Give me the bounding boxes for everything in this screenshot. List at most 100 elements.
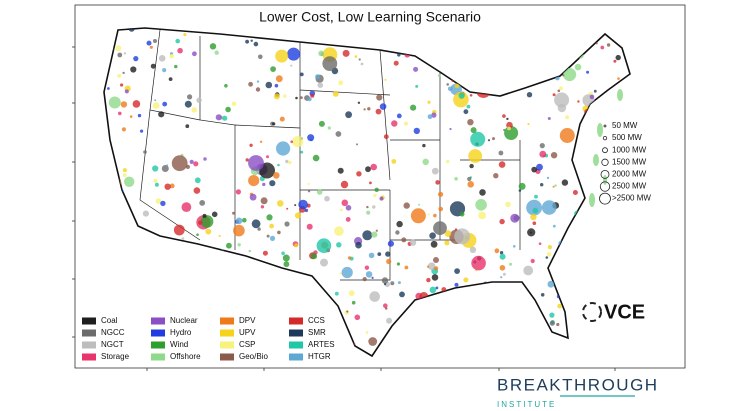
plant-marker xyxy=(505,201,511,208)
plant-marker xyxy=(276,141,291,156)
plant-marker xyxy=(478,211,486,220)
plant-marker xyxy=(434,266,439,271)
plant-marker xyxy=(376,94,383,101)
plant-marker xyxy=(149,45,153,49)
plant-marker xyxy=(174,64,178,69)
plant-marker xyxy=(502,272,506,276)
plant-marker xyxy=(563,67,577,82)
plant-marker xyxy=(357,101,361,105)
size-legend-label: 2500 MW xyxy=(612,182,647,191)
plant-marker xyxy=(429,232,436,239)
plant-marker xyxy=(577,100,580,103)
plant-marker xyxy=(427,262,436,271)
plant-marker xyxy=(162,101,168,107)
plant-marker xyxy=(426,277,431,283)
plant-marker xyxy=(446,159,450,164)
plant-marker xyxy=(506,121,513,129)
plant-marker xyxy=(160,200,166,207)
legend-swatch xyxy=(220,317,234,325)
plant-marker xyxy=(403,202,410,209)
plant-marker xyxy=(526,199,542,216)
legend: Coal NGCC NGCT Storage Nuclear Hydro Wind Offsh… xyxy=(82,316,335,361)
plant-marker xyxy=(430,240,438,248)
plant-marker xyxy=(345,111,352,119)
plant-marker xyxy=(435,180,440,185)
plant-marker xyxy=(446,83,450,86)
plant-marker xyxy=(539,143,545,149)
plant-marker xyxy=(152,165,159,172)
plant-marker xyxy=(275,75,283,83)
legend-label: Nuclear xyxy=(170,316,198,325)
plant-marker xyxy=(249,193,257,201)
plant-marker xyxy=(410,208,426,224)
plant-marker xyxy=(251,219,261,229)
plant-marker xyxy=(433,213,437,218)
plant-marker xyxy=(454,282,459,287)
plant-marker xyxy=(454,228,471,245)
plant-marker xyxy=(547,245,553,250)
plant-marker xyxy=(540,183,544,187)
plant-marker xyxy=(381,277,389,284)
plant-marker xyxy=(129,115,133,118)
plant-marker xyxy=(433,221,447,236)
plant-marker xyxy=(269,180,276,187)
legend-swatch xyxy=(82,353,96,361)
plant-marker xyxy=(369,181,372,185)
plant-marker xyxy=(433,257,439,263)
plant-marker xyxy=(194,177,201,184)
plant-marker xyxy=(248,81,254,87)
plant-marker xyxy=(530,258,535,264)
legend-swatch xyxy=(82,317,96,325)
plant-marker xyxy=(354,55,358,58)
plant-marker xyxy=(397,53,401,57)
plant-marker xyxy=(260,205,265,209)
plant-marker xyxy=(509,262,513,266)
plant-marker xyxy=(310,93,315,98)
plant-marker xyxy=(469,94,473,97)
plant-marker xyxy=(410,104,417,111)
plant-marker xyxy=(539,150,547,158)
plant-marker xyxy=(365,166,371,173)
plant-marker xyxy=(285,159,289,164)
plant-marker xyxy=(559,128,575,143)
plant-marker xyxy=(282,254,290,262)
legend-label: Geo/Bio xyxy=(239,352,268,361)
plant-marker xyxy=(203,157,207,161)
plant-marker xyxy=(438,206,444,212)
plant-marker xyxy=(504,126,519,140)
plant-marker xyxy=(318,120,325,127)
plant-marker xyxy=(177,47,183,54)
plant-marker xyxy=(384,78,387,81)
size-legend-label: >2500 MW xyxy=(612,194,651,203)
plant-marker xyxy=(390,281,395,286)
plant-marker xyxy=(396,262,400,266)
plant-marker xyxy=(431,112,437,118)
plant-marker xyxy=(393,60,399,66)
plant-marker xyxy=(235,189,241,195)
plant-marker xyxy=(341,199,349,207)
plant-marker xyxy=(586,70,590,74)
plant-marker xyxy=(479,189,486,196)
plant-marker xyxy=(294,212,302,219)
plant-marker xyxy=(175,38,180,44)
plant-marker xyxy=(431,274,439,281)
plant-marker xyxy=(108,96,121,109)
plant-marker xyxy=(184,100,192,108)
plant-marker xyxy=(137,113,142,118)
plant-marker xyxy=(120,83,124,87)
us-outline xyxy=(103,27,631,358)
plant-marker xyxy=(200,215,214,228)
plant-marker xyxy=(538,242,542,245)
plant-marker xyxy=(304,208,309,213)
legend-swatch xyxy=(220,353,234,361)
plant-marker xyxy=(547,117,551,120)
plant-marker xyxy=(115,45,122,52)
plant-marker xyxy=(342,49,350,57)
plant-marker xyxy=(556,322,560,327)
plant-marker xyxy=(185,124,190,129)
plant-marker xyxy=(383,303,388,309)
plant-marker xyxy=(545,256,549,259)
plant-marker xyxy=(199,200,206,206)
plant-marker xyxy=(274,83,279,88)
plant-marker xyxy=(253,41,259,47)
